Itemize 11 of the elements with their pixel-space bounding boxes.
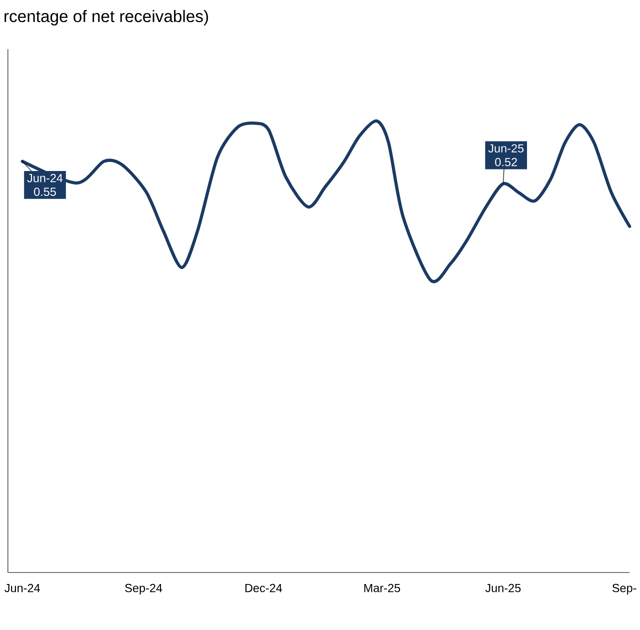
annotation: Jun-25 <box>488 144 524 153</box>
data-label: 0.55 <box>34 188 56 196</box>
data-label: 0.52 <box>495 158 517 166</box>
x-tick-label: Jun-24 <box>4 584 40 592</box>
annotation: Jun-24 <box>27 174 63 182</box>
x-tick-label: Sep- <box>612 584 636 595</box>
x-tick-label: Jun-25 <box>485 584 521 592</box>
x-tick-label: Sep-24 <box>125 584 162 595</box>
chart-title: rcentage of net receivables) <box>4 10 208 26</box>
x-tick-label: Dec-24 <box>245 584 282 592</box>
x-tick-label: Mar-25 <box>364 584 400 592</box>
